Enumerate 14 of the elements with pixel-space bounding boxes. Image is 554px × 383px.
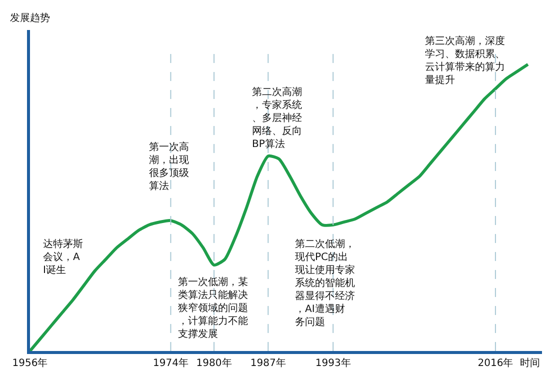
annotation: 第三次高潮，深度学习、数据积累、云计算带来的算力量提升 [425,35,505,86]
x-tick-label: 2016年 [478,357,514,369]
x-axis-title: 时间 [520,357,540,369]
y-axis-title: 发展趋势 [10,12,50,24]
annotation: 第二次高潮，专家系统、多层神经网络、反向BP算法 [252,86,302,150]
x-tick-label: 1956年 [12,357,48,369]
annotation: 第二次低潮，现代PC的出现让使用专家系统的智能机器显得不经济，AI遭遇财务问题 [295,238,355,328]
x-tick-label: 1980年 [196,357,232,369]
x-tick-label: 1993年 [315,357,351,369]
x-tick-label: 1987年 [250,357,286,369]
annotation: 第一次低潮，某类算法只能解决狭窄领域的问题，计算能力不能支撑发展 [178,276,248,340]
x-tick-label: 1974年 [152,357,188,369]
annotation: 第一次高潮，出现很多顶级算法 [149,141,189,192]
annotation: 达特茅斯会议，AI诞生 [43,238,83,276]
